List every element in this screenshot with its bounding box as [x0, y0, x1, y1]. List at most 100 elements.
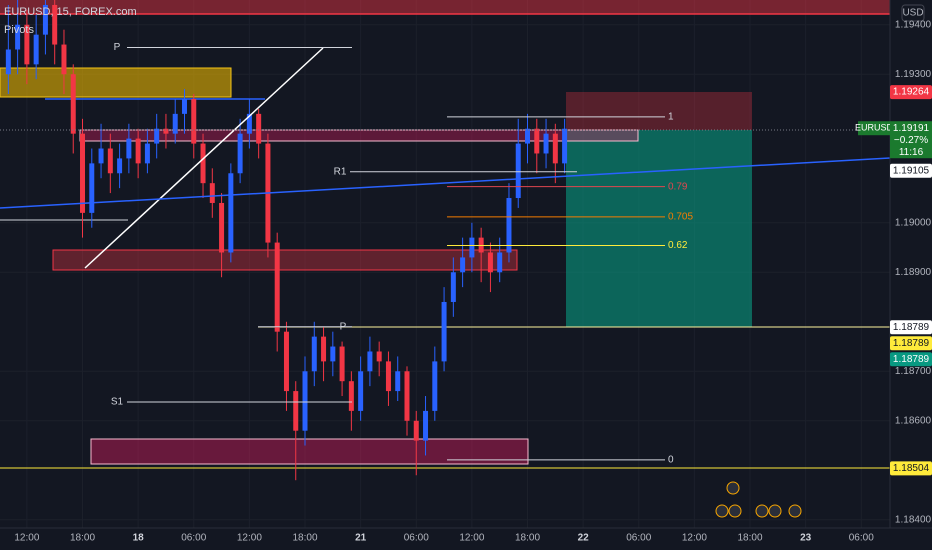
x-tick-label: 06:00 [404, 533, 429, 544]
candle-body [5, 49, 11, 75]
x-tick-label: 12:00 [237, 533, 262, 544]
candle-body [450, 272, 456, 302]
zone [0, 0, 890, 14]
candle-body [181, 99, 187, 114]
candle-body [321, 336, 327, 362]
candle-body [228, 173, 234, 253]
price-badge [890, 352, 932, 367]
candle-body [154, 128, 160, 144]
candle-body [144, 143, 150, 164]
y-tick-label: 1.18900 [895, 267, 932, 278]
candle-body [219, 202, 225, 253]
price-badge-label: 1.18789 [893, 354, 930, 365]
candle-body [497, 252, 503, 273]
price-badge-label: 1.18789 [893, 322, 930, 333]
candle-body [432, 361, 438, 411]
levels: P R1 P S1 1 0.79 0.705 0.62 0 [111, 42, 694, 465]
y-tick-label: 1.19300 [895, 69, 932, 80]
x-tick-label: 23 [800, 533, 812, 544]
candle-body [367, 351, 373, 372]
x-tick-label: 12:00 [682, 533, 707, 544]
fib-label: 1 [668, 111, 674, 122]
candle-body [460, 257, 466, 273]
candle-body [135, 138, 141, 164]
pivot-label: S1 [111, 397, 124, 408]
current-change: −0.27% [894, 135, 928, 146]
stop-zone [566, 92, 752, 130]
pivot-label: R1 [334, 166, 347, 177]
candle-body [237, 133, 243, 174]
candle-body [543, 133, 549, 154]
candle-body [107, 148, 113, 174]
candle-body [191, 99, 197, 144]
x-tick-label: 12:00 [459, 533, 484, 544]
current-price: 1.19191 [893, 123, 930, 134]
y-tick-label: 1.19000 [895, 217, 932, 228]
candle-body [413, 420, 419, 441]
candle-body [24, 24, 30, 65]
axis: 1.19400 1.19300 1.19000 1.18900 1.18700 1.186… [14, 19, 932, 544]
x-tick-label: 12:00 [14, 533, 39, 544]
candle-body [376, 351, 382, 362]
candle-body [283, 331, 289, 392]
x-tick-label: 21 [355, 533, 367, 544]
x-tick-label: 18 [133, 533, 145, 544]
y-tick-label: 1.18400 [895, 514, 932, 525]
trend-line [0, 157, 891, 209]
candle-body [552, 133, 558, 164]
current-price-box [890, 121, 932, 159]
zone [79, 129, 639, 142]
fib-label: 0.79 [668, 181, 688, 192]
candle-body [525, 128, 531, 144]
price-badge [890, 461, 932, 476]
candle-body [33, 34, 39, 65]
pivot-label: P [114, 42, 121, 53]
x-tick-label: 06:00 [626, 533, 651, 544]
candle-body [311, 336, 317, 372]
candle-body [256, 113, 262, 144]
candle-body [562, 128, 568, 164]
countdown: 11:16 [899, 147, 924, 158]
x-tick-label: 18:00 [70, 533, 95, 544]
candle-body [469, 237, 475, 258]
candle-body [423, 410, 429, 441]
event-icons [715, 481, 802, 518]
candle-body [61, 44, 67, 75]
candle-body [293, 391, 299, 431]
candle-body [339, 346, 345, 382]
candle-body [117, 158, 123, 174]
price-badge [890, 85, 932, 100]
candle-body [274, 242, 280, 332]
candle-body [385, 361, 391, 392]
candle-body [404, 371, 410, 421]
candle-body [246, 113, 252, 134]
zone [52, 249, 518, 271]
current-symbol-box [858, 121, 890, 136]
price-badge-label: 1.19264 [893, 87, 930, 98]
price-badge-label: 1.18789 [893, 338, 930, 349]
y-tick-label: 1.18600 [895, 415, 932, 426]
price-badge-label: 1.19105 [893, 165, 930, 176]
candle-body [330, 346, 336, 362]
trend-line [84, 47, 324, 269]
x-tick-label: 06:00 [181, 533, 206, 544]
candle-body [358, 371, 364, 411]
candle-body [126, 138, 132, 159]
candles [5, 0, 568, 481]
candle-body [441, 301, 447, 362]
price-badge [890, 320, 932, 335]
currency-box [901, 4, 925, 22]
target-zone [566, 130, 752, 327]
candle-body [89, 163, 95, 213]
candle-body [534, 128, 540, 154]
price-badge [890, 336, 932, 351]
candle-body [52, 4, 58, 45]
currency: USD [902, 8, 923, 19]
x-tick-label: 22 [578, 533, 590, 544]
price-badge [890, 163, 932, 178]
x-tick-label: 06:00 [849, 533, 874, 544]
fib-label: 0.62 [668, 240, 688, 251]
candle-body [70, 74, 76, 134]
candle-body [15, 24, 21, 50]
